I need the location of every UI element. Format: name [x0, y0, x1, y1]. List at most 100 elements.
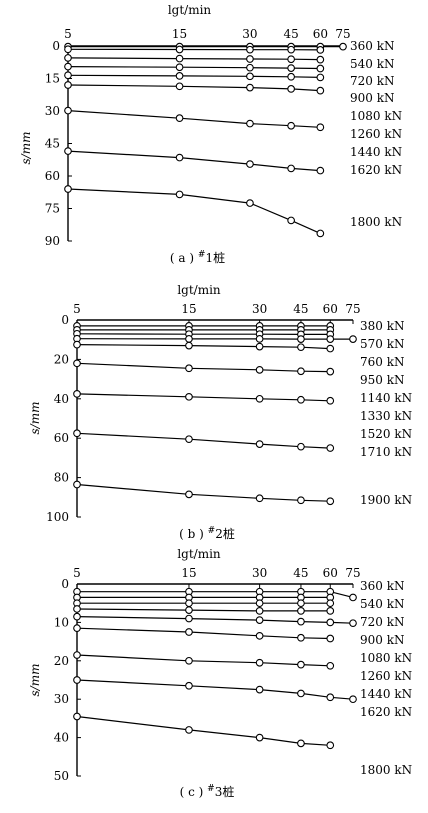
- load-label: 360 kN: [360, 579, 405, 593]
- y-tick-label: 10: [54, 615, 69, 629]
- load-label: 570 kN: [360, 337, 405, 351]
- data-point: [297, 607, 305, 615]
- series-line: [67, 74, 321, 78]
- y-tick-label: 60: [54, 431, 69, 445]
- data-point: [175, 54, 184, 63]
- data-point: [185, 628, 193, 636]
- data-point: [64, 62, 72, 71]
- series-line: [76, 362, 331, 373]
- data-point: [349, 593, 357, 602]
- data-point: [185, 392, 193, 401]
- y-tick-label: 50: [54, 769, 69, 783]
- series-line: [76, 715, 331, 746]
- data-point: [297, 442, 305, 451]
- caption-main: 1桩: [205, 250, 225, 265]
- series-line: [67, 84, 321, 92]
- data-point: [185, 656, 193, 665]
- load-label: 1900 kN: [360, 493, 412, 507]
- panel-caption: ( a ) #1桩: [170, 250, 225, 265]
- load-label: 1800 kN: [360, 763, 412, 777]
- data-point: [73, 359, 81, 368]
- data-point: [326, 618, 335, 627]
- data-point: [255, 599, 264, 608]
- data-point: [326, 497, 335, 506]
- data-point: [297, 367, 305, 376]
- data-point: [185, 606, 193, 614]
- y-tick-label: 0: [61, 313, 69, 327]
- data-point: [64, 106, 72, 115]
- data-point: [73, 624, 81, 633]
- data-point: [287, 64, 295, 72]
- y-tick-label: 40: [54, 731, 69, 745]
- data-point: [297, 395, 305, 404]
- data-point: [287, 85, 295, 93]
- x-tick-label: 75: [345, 566, 360, 580]
- data-point: [73, 390, 81, 398]
- x-tick-label: 5: [73, 566, 81, 580]
- data-point: [316, 229, 325, 238]
- series-line: [76, 616, 354, 624]
- data-point: [287, 216, 295, 225]
- y-tick-label: 40: [54, 392, 69, 406]
- caption-prefix: ( a ): [170, 251, 198, 265]
- data-point: [255, 335, 264, 343]
- y-tick-label: 0: [52, 39, 60, 53]
- series-line: [77, 591, 354, 598]
- load-label: 540 kN: [350, 57, 395, 71]
- data-point: [246, 160, 254, 168]
- data-point: [73, 612, 81, 621]
- x-axis-label: lgt/min: [177, 283, 221, 297]
- caption-superscript: #: [207, 784, 215, 794]
- x-tick-label: 5: [73, 302, 81, 316]
- load-label: 380 kN: [360, 319, 405, 333]
- data-point: [326, 741, 335, 750]
- data-point: [349, 695, 357, 704]
- x-tick-label: 30: [242, 27, 257, 41]
- x-tick-label: 60: [323, 566, 338, 580]
- data-point: [326, 335, 335, 343]
- series-line: [67, 48, 321, 51]
- caption-prefix: ( b ): [179, 527, 208, 541]
- caption-main: 2桩: [215, 526, 235, 541]
- data-point: [185, 341, 193, 350]
- data-point: [255, 685, 264, 694]
- data-point: [185, 335, 193, 343]
- load-label: 1080 kN: [360, 651, 412, 665]
- x-tick-label: 75: [335, 27, 350, 41]
- data-point: [64, 54, 72, 62]
- load-label: 1710 kN: [360, 445, 412, 459]
- x-tick-label: 45: [293, 302, 308, 316]
- data-point: [185, 614, 193, 623]
- x-tick-label: 15: [181, 302, 196, 316]
- load-label: 1800 kN: [350, 215, 402, 229]
- load-label: 540 kN: [360, 597, 405, 611]
- y-tick-label: 0: [61, 577, 69, 591]
- data-point: [185, 435, 193, 444]
- data-point: [64, 81, 72, 89]
- data-point: [287, 45, 295, 54]
- data-point: [316, 73, 325, 82]
- load-label: 950 kN: [360, 373, 405, 387]
- y-tick-label: 30: [54, 692, 69, 706]
- data-point: [326, 444, 335, 452]
- data-point: [175, 72, 184, 80]
- data-point: [287, 164, 295, 173]
- data-point: [175, 63, 184, 72]
- load-label: 1330 kN: [360, 409, 412, 423]
- series-line: [76, 654, 331, 667]
- data-point: [326, 607, 335, 615]
- x-tick-label: 30: [252, 302, 267, 316]
- y-tick-label: 15: [45, 72, 60, 86]
- data-point: [297, 599, 305, 608]
- y-tick-label: 75: [45, 202, 60, 216]
- load-label: 1140 kN: [360, 391, 412, 405]
- data-point: [64, 147, 72, 155]
- load-label: 720 kN: [360, 615, 405, 629]
- load-label: 760 kN: [360, 355, 405, 369]
- series-line: [76, 344, 331, 350]
- y-tick-label: 20: [54, 352, 69, 366]
- series-line: [76, 393, 331, 402]
- data-point: [246, 199, 254, 207]
- x-tick-label: 60: [313, 27, 328, 41]
- data-point: [287, 72, 295, 81]
